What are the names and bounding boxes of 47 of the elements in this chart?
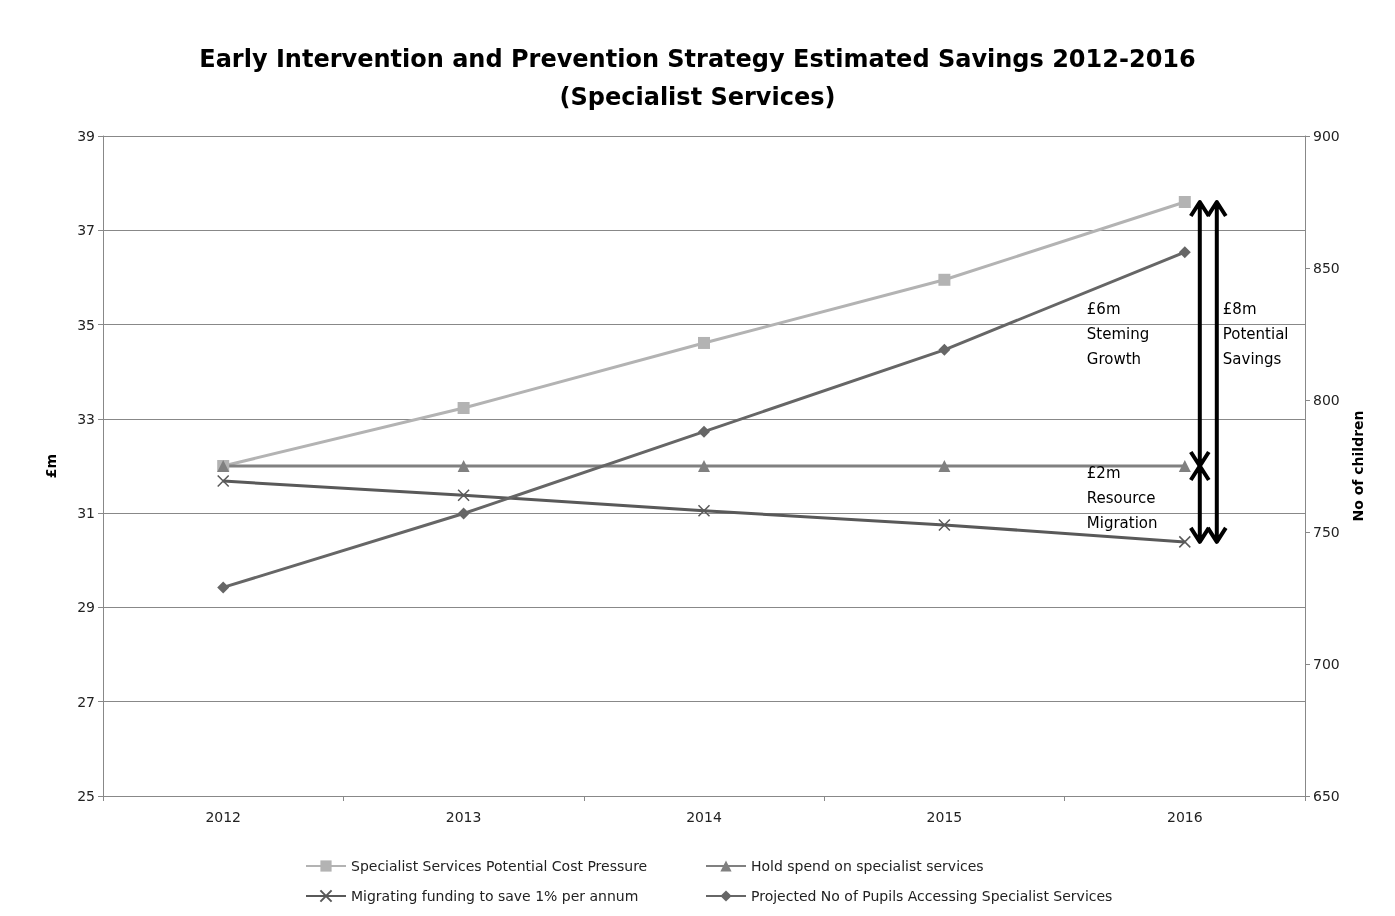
point [697,504,711,518]
point [938,273,951,286]
y-tick-label: 27 [77,693,95,710]
point [216,474,230,488]
point [457,402,470,415]
y2-tick-label: 650 [1313,788,1340,804]
annotation: £6m Steming Growth [1086,300,1150,368]
point [457,460,470,472]
annotation: £2m Resource Migration [1086,464,1158,532]
y2-tick-label: 800 [1313,392,1340,408]
y-tick-label: 35 [77,316,95,333]
point [1178,535,1192,549]
point [698,460,710,472]
y-tick-label: 25 [77,788,95,804]
point [698,336,710,349]
x-tick-label: 2014 [686,809,722,825]
y-axis-title: £m [43,453,59,479]
point [217,581,230,594]
point [1178,460,1191,472]
y-tick-label: 31 [77,505,95,522]
y2-tick-label: 750 [1313,524,1340,540]
y-tick-label: 37 [77,222,95,239]
x-tick-label: 2012 [205,809,242,825]
chart-title: Early Intervention and Prevention Strategy Estimated Savings 2012-2016 (Specialist Services) [199,45,1196,111]
y-tick-label: 33 [77,410,95,427]
y-tick-label: 29 [77,599,95,616]
point [1178,246,1191,259]
annotation: £8m Potential Savings [1222,300,1289,368]
legend-label: Hold spend on specialist services [751,858,984,874]
y2-axis-title: No of children [1349,410,1366,522]
y2-tick-label: 850 [1313,260,1340,276]
legend-label: Specialist Services Potential Cost Pressure [351,858,648,874]
y2-tick-label: 900 [1313,128,1340,144]
x-tick-label: 2013 [445,809,482,825]
point [698,425,710,438]
legend-label: Migrating funding to save 1% per annum [351,888,639,904]
x-tick-label: 2015 [926,809,963,825]
point [938,518,951,532]
point [1178,196,1191,208]
x-tick-label: 2016 [1166,809,1203,825]
y-tick-label: 39 [77,128,95,144]
y2-tick-label: 700 [1313,656,1340,672]
point [457,507,470,520]
point [938,460,951,472]
legend-label: Projected No of Pupils Accessing Specialist Services [751,888,1113,904]
point [457,488,470,502]
point [938,343,951,356]
